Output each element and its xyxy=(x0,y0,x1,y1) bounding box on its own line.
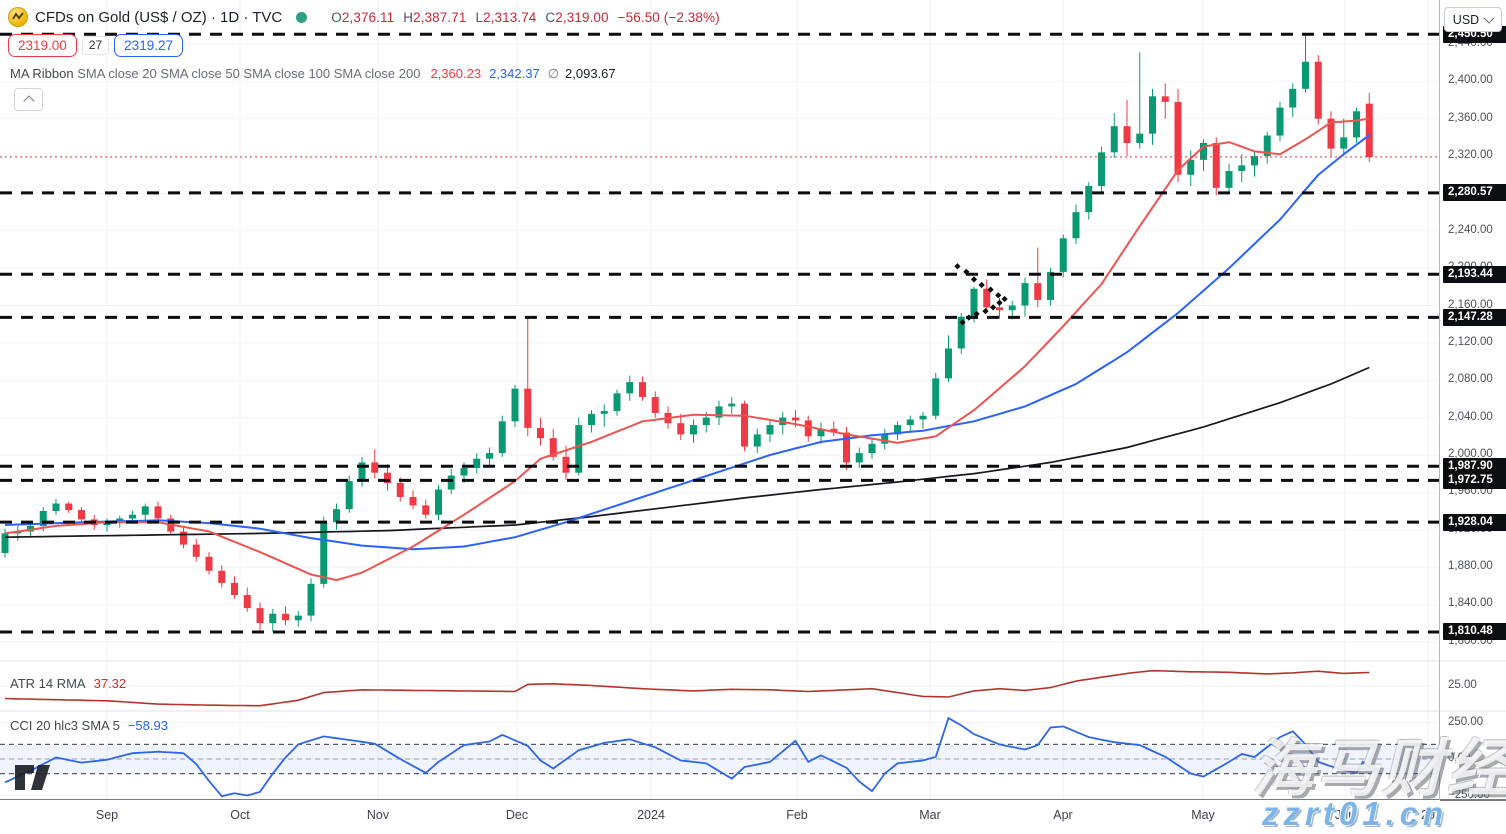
time-tick-label: Oct xyxy=(230,808,250,822)
chevron-up-icon xyxy=(22,95,35,107)
cci-legend[interactable]: CCI 20 hlc3 SMA 5 −58.93 xyxy=(10,718,168,733)
open-value: 2,376.11 xyxy=(341,9,395,25)
low-value: 2,313.74 xyxy=(483,9,537,25)
price-tick-label: 2,400.00 xyxy=(1448,74,1493,87)
time-tick-label: Mar xyxy=(919,808,941,822)
change-value: −56.50 (−2.38%) xyxy=(617,9,720,25)
chevron-down-icon xyxy=(1483,12,1495,24)
collapse-legend-button[interactable] xyxy=(14,88,43,111)
time-tick-label: Nov xyxy=(366,808,390,822)
atr-value: 37.32 xyxy=(93,676,127,691)
time-tick-label: Feb xyxy=(786,808,808,822)
high-value: 2,387.71 xyxy=(413,9,467,25)
tradingview-logo[interactable] xyxy=(14,762,58,792)
time-tick-label: Sep xyxy=(95,808,119,822)
ma-ribbon-params: SMA close 20 SMA close 50 SMA close 100 … xyxy=(77,66,421,81)
gold-symbol-icon xyxy=(8,7,28,27)
price-level-label: 2,147.28 xyxy=(1443,308,1506,326)
price-level-label: 1,810.48 xyxy=(1443,623,1506,641)
sma50-value: 2,342.37 xyxy=(489,66,540,81)
price-axis[interactable]: USD 2,440.002,400.002,360.002,320.002,28… xyxy=(1440,0,1506,801)
spread-value: 27 xyxy=(81,36,110,55)
currency-label: USD xyxy=(1452,12,1480,27)
symbol-title[interactable]: CFDs on Gold (US$ / OZ) · 1D · TVC xyxy=(35,8,283,26)
bid-ask-row: 2319.00 27 2319.27 xyxy=(8,34,183,57)
time-tick-label: Jun xyxy=(1334,808,1356,822)
time-tick-label: 2024 xyxy=(637,808,665,822)
atr-tick-label: 25.00 xyxy=(1448,679,1477,691)
price-tick-label: 1,880.00 xyxy=(1448,560,1493,573)
price-tick-label: 2,240.00 xyxy=(1448,223,1493,236)
price-tick-label: 2,040.00 xyxy=(1448,410,1493,423)
ohlc-values: O2,376.11 H2,387.71 L2,313.74 C2,319.00 −56.… xyxy=(331,9,720,25)
time-tick-label: Apr xyxy=(1053,808,1073,822)
price-tick-label: 2,320.00 xyxy=(1448,149,1493,162)
price-tick-label: 2,360.00 xyxy=(1448,111,1493,124)
price-tick-label: 2,120.00 xyxy=(1448,335,1493,348)
sell-bid-button[interactable]: 2319.00 xyxy=(8,34,77,57)
cci-tick-label: −250.00 xyxy=(1448,788,1490,801)
cci-value: −58.93 xyxy=(127,718,168,733)
atr-legend[interactable]: ATR 14 RMA 37.32 xyxy=(10,676,127,691)
sma200-value: 2,093.67 xyxy=(565,66,616,81)
time-axis[interactable]: Sep Oct Nov Dec 2024 Feb Mar Apr May Jun 20 xyxy=(0,800,1440,834)
currency-selector-button[interactable]: USD xyxy=(1444,7,1502,32)
price-tick-label: 2,000.00 xyxy=(1448,447,1493,460)
price-level-label: 2,193.44 xyxy=(1443,265,1506,283)
market-status-icon[interactable] xyxy=(296,11,308,23)
cci-tick-label: 250.00 xyxy=(1448,715,1484,728)
price-level-label: 1,987.90 xyxy=(1443,457,1506,475)
price-tick-label: 2,160.00 xyxy=(1448,298,1493,311)
buy-ask-button[interactable]: 2319.27 xyxy=(114,34,183,57)
cci-tick-label: 0.00 xyxy=(1448,752,1471,764)
time-tick-label: 20 xyxy=(1421,808,1435,822)
time-tick-label: Dec xyxy=(505,808,529,822)
price-level-label: 1,972.75 xyxy=(1443,471,1506,489)
sma100-empty-value: ∅ xyxy=(547,66,560,81)
price-level-label: 1,928.04 xyxy=(1443,513,1506,531)
time-tick-label: May xyxy=(1191,808,1215,822)
price-tick-label: 1,840.00 xyxy=(1448,597,1493,610)
sma20-value: 2,360.23 xyxy=(430,66,482,81)
close-value: 2,319.00 xyxy=(555,9,609,25)
symbol-legend-row: CFDs on Gold (US$ / OZ) · 1D · TVC O2,37… xyxy=(8,6,720,28)
price-tick-label: 2,080.00 xyxy=(1448,373,1493,386)
price-level-label: 2,280.57 xyxy=(1443,184,1506,202)
ma-ribbon-legend[interactable]: MA Ribbon SMA close 20 SMA close 50 SMA … xyxy=(10,66,616,81)
